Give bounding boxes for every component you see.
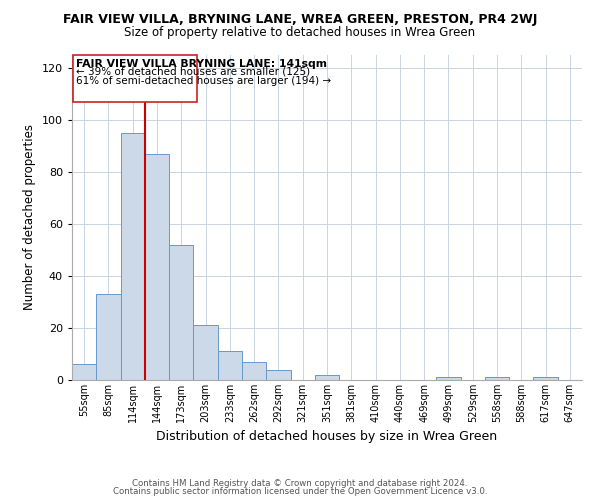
Text: FAIR VIEW VILLA BRYNING LANE: 141sqm: FAIR VIEW VILLA BRYNING LANE: 141sqm (76, 59, 326, 69)
Text: Contains HM Land Registry data © Crown copyright and database right 2024.: Contains HM Land Registry data © Crown c… (132, 478, 468, 488)
Bar (266, 370, 290, 380)
Text: ← 39% of detached houses are smaller (125): ← 39% of detached houses are smaller (12… (76, 66, 310, 76)
Bar (193, 326, 218, 380)
Bar (145, 154, 169, 380)
Y-axis label: Number of detached properties: Number of detached properties (23, 124, 36, 310)
Bar (72, 364, 96, 380)
Bar (533, 378, 558, 380)
Bar (242, 362, 266, 380)
Bar (121, 133, 145, 380)
Bar (73, 55, 197, 102)
Bar (485, 378, 509, 380)
X-axis label: Distribution of detached houses by size in Wrea Green: Distribution of detached houses by size … (157, 430, 497, 444)
Bar (218, 352, 242, 380)
Text: Size of property relative to detached houses in Wrea Green: Size of property relative to detached ho… (124, 26, 476, 39)
Text: FAIR VIEW VILLA, BRYNING LANE, WREA GREEN, PRESTON, PR4 2WJ: FAIR VIEW VILLA, BRYNING LANE, WREA GREE… (63, 12, 537, 26)
Bar (315, 375, 339, 380)
Text: Contains public sector information licensed under the Open Government Licence v3: Contains public sector information licen… (113, 487, 487, 496)
Bar (96, 294, 121, 380)
Bar (436, 378, 461, 380)
Bar (169, 245, 193, 380)
Text: 61% of semi-detached houses are larger (194) →: 61% of semi-detached houses are larger (… (76, 76, 331, 86)
